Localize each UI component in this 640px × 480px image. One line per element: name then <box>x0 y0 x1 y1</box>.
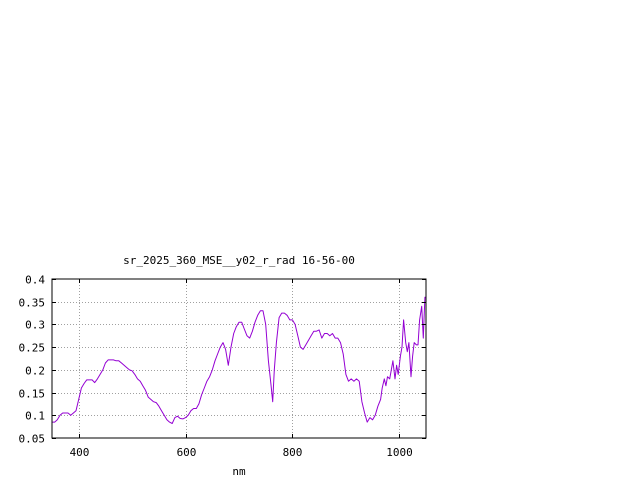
y-tick-label: 0.05 <box>19 433 46 446</box>
grid <box>52 279 426 438</box>
y-tick-label: 0.1 <box>25 410 45 423</box>
series-layer <box>52 296 426 424</box>
series-line-0 <box>52 296 426 424</box>
y-tick-label: 0.4 <box>25 274 45 287</box>
plot-area-frame <box>51 278 427 439</box>
chart-title: sr_2025_360_MSE__y02_r_rad 16-56-00 <box>123 254 355 267</box>
x-tick-label: 400 <box>70 446 90 459</box>
x-tick-label: 600 <box>177 446 197 459</box>
y-tick-label: 0.2 <box>25 365 45 378</box>
y-tick-label: 0.3 <box>25 319 45 332</box>
y-axis: 0.05 0.1 0.15 0.2 0.25 0.3 0.35 0.4 <box>19 274 426 446</box>
x-tick-label: 800 <box>283 446 303 459</box>
y-tick-label: 0.15 <box>19 388 46 401</box>
y-tick-label: 0.25 <box>19 342 46 355</box>
x-axis-label: nm <box>232 465 246 478</box>
x-tick-label: 1000 <box>386 446 413 459</box>
y-tick-label: 0.35 <box>19 297 46 310</box>
x-axis: 400 600 800 1000 <box>70 279 413 459</box>
